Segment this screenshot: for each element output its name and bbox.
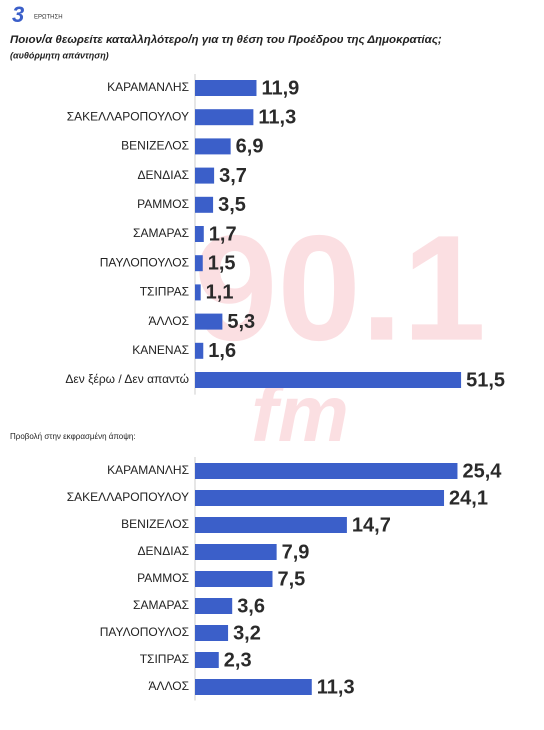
value-label: 3,5 — [218, 194, 246, 216]
value-label: 6,9 — [236, 136, 264, 158]
watermark-number: 90.1 — [194, 204, 486, 372]
value-label: 11,9 — [261, 77, 299, 99]
category-label: ΣΑΚΕΛΛΑΡΟΠΟΥΛΟΥ — [67, 109, 189, 123]
value-label: 7,5 — [278, 568, 306, 590]
category-label: ΔΕΝΔΙΑΣ — [138, 544, 189, 558]
value-label: 1,1 — [206, 282, 234, 304]
bar — [195, 138, 231, 155]
category-label: ΔΕΝΔΙΑΣ — [138, 168, 189, 182]
bar — [195, 490, 445, 506]
value-label: 11,3 — [317, 676, 355, 698]
bar — [195, 625, 229, 641]
category-label: ΆΛΛΟΣ — [148, 314, 189, 328]
logo: 3 — [12, 2, 24, 27]
value-label: 1,6 — [208, 340, 236, 362]
bar — [195, 679, 312, 695]
chart-subtitle: (αυθόρμητη απάντηση) — [10, 50, 109, 60]
value-label: 3,7 — [219, 165, 247, 187]
chart-title: Προβολή στην εκφρασμένη άποψη: — [10, 432, 136, 441]
category-label: ΤΣΙΠΡΑΣ — [140, 285, 189, 299]
value-label: 2,3 — [224, 649, 252, 671]
bar — [195, 598, 233, 614]
value-label: 3,6 — [237, 595, 265, 617]
category-label: ΒΕΝΙΖΕΛΟΣ — [121, 139, 189, 153]
bar — [195, 652, 219, 668]
category-label: Δεν ξέρω / Δεν απαντώ — [65, 372, 189, 386]
bar — [195, 463, 458, 479]
bar — [195, 284, 201, 301]
value-label: 1,7 — [209, 223, 237, 245]
category-label: ΚΑΡΑΜΑΝΛΗΣ — [107, 463, 189, 477]
bar — [195, 109, 254, 126]
category-label: ΠΑΥΛΟΠΟΥΛΟΣ — [100, 625, 189, 639]
bar — [195, 544, 277, 560]
bar — [195, 167, 215, 184]
value-label: 14,7 — [352, 514, 391, 536]
value-label: 24,1 — [449, 487, 488, 509]
value-label: 7,9 — [282, 541, 310, 563]
category-label: ΠΑΥΛΟΠΟΥΛΟΣ — [100, 255, 189, 269]
bar — [195, 80, 257, 96]
value-label: 1,5 — [208, 252, 236, 274]
bar — [195, 517, 347, 533]
category-label: ΤΣΙΠΡΑΣ — [140, 652, 189, 666]
chart-title: Ποιον/α θεωρείτε καταλληλότερο/η για τη … — [10, 34, 442, 46]
bar — [195, 313, 223, 330]
value-label: 5,3 — [227, 311, 255, 333]
bar — [195, 372, 462, 388]
value-label: 51,5 — [466, 369, 505, 391]
category-label: ΚΑΡΑΜΑΝΛΗΣ — [107, 80, 189, 94]
category-label: ΚΑΝΕΝΑΣ — [132, 343, 189, 357]
bar — [195, 196, 214, 213]
bar — [195, 255, 203, 272]
value-label: 25,4 — [462, 460, 502, 482]
bar — [195, 226, 204, 242]
bar — [195, 342, 204, 359]
category-label: ΡΑΜΜΟΣ — [137, 197, 189, 211]
category-label: ΣΑΚΕΛΛΑΡΟΠΟΥΛΟΥ — [67, 490, 189, 504]
category-label: ΣΑΜΑΡΑΣ — [133, 226, 189, 240]
bar — [195, 571, 273, 587]
category-label: ΒΕΝΙΖΕΛΟΣ — [121, 517, 189, 531]
category-label: ΣΑΜΑΡΑΣ — [133, 598, 189, 612]
value-label: 3,2 — [233, 622, 261, 644]
category-label: ΡΑΜΜΟΣ — [137, 571, 189, 585]
category-label: ΆΛΛΟΣ — [148, 679, 189, 693]
value-label: 11,3 — [258, 106, 296, 128]
header-label: ΕΡΩΤΗΣΗ — [34, 15, 63, 21]
